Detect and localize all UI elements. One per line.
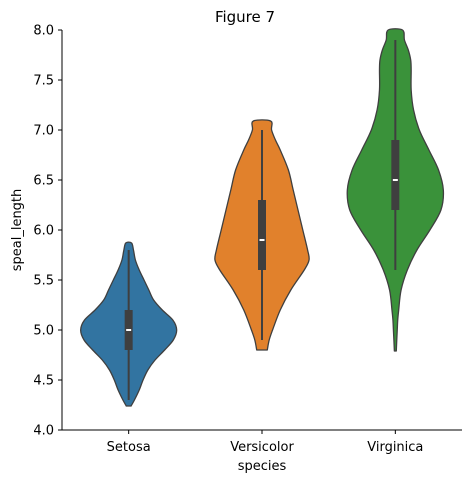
x-tick-label: Virginica <box>367 440 423 455</box>
y-tick-label: 4.5 <box>33 374 54 389</box>
violins-group <box>80 28 445 407</box>
y-tick-label: 5.5 <box>33 274 54 289</box>
x-tick-label: Versicolor <box>230 440 294 455</box>
iqr-box-versicolor <box>258 200 266 270</box>
x-axis: Setosa Versicolor Virginica <box>62 429 462 455</box>
y-tick-label: 5.0 <box>33 324 54 339</box>
iqr-box-virginica <box>391 140 400 210</box>
y-tick-label: 8.0 <box>33 24 54 39</box>
y-tick-label: 7.0 <box>33 124 54 139</box>
x-tick-label: Setosa <box>107 440 151 455</box>
x-axis-label: species <box>238 459 287 474</box>
y-axis-label: speal_length <box>10 189 25 272</box>
y-tick-label: 6.5 <box>33 174 54 189</box>
chart-title: Figure 7 <box>215 8 275 26</box>
y-tick-label: 7.5 <box>33 74 54 89</box>
y-axis: 4.0 4.5 5.0 5.5 6.0 6.5 7.0 7.5 8.0 <box>33 24 63 439</box>
y-tick-label: 6.0 <box>33 224 54 239</box>
y-tick-label: 4.0 <box>33 424 54 439</box>
